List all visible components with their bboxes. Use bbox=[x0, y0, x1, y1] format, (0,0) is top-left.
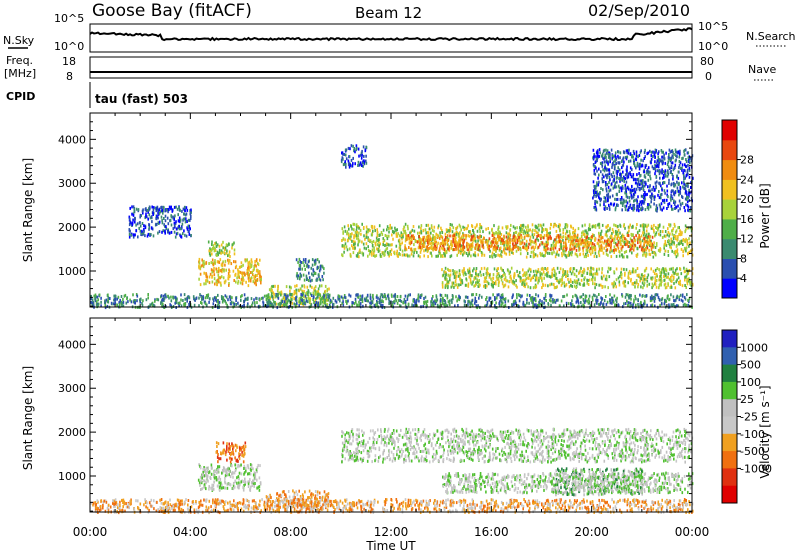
freq-tick-bottom: 8 bbox=[66, 70, 73, 83]
velocity-colorbar-label: Velocity [m s⁻¹] bbox=[758, 385, 772, 478]
nave-tick-bottom: 0 bbox=[705, 70, 712, 83]
power-colorbar-label: Power [dB] bbox=[758, 183, 772, 248]
y-tick-label: 4000 bbox=[58, 133, 86, 146]
station-title: Goose Bay (fitACF) bbox=[92, 1, 252, 21]
colorbar-swatch bbox=[722, 139, 737, 161]
velocity-colorbar: 1000 500 100 25 -25 -100 -500 -1000 bbox=[721, 329, 772, 504]
colorbar-tick-label: 100 bbox=[740, 376, 761, 389]
colorbar-swatch bbox=[722, 258, 737, 279]
cpid-label: CPID bbox=[6, 90, 35, 103]
y-tick-label: 2000 bbox=[58, 221, 86, 234]
colorbar-tick-label: -500 bbox=[740, 445, 765, 458]
y-tick-label: 4000 bbox=[58, 338, 86, 351]
colorbar-tick-label: 500 bbox=[740, 359, 761, 372]
colorbar-swatch bbox=[722, 120, 737, 141]
colorbar-swatch bbox=[722, 433, 737, 452]
velocity-panel: 1000 2000 3000 4000 00:00 04:00 08:00 12:00 16:0… bbox=[58, 317, 710, 539]
colorbar-frame bbox=[721, 119, 738, 299]
colorbar-tick-label: 16 bbox=[740, 213, 754, 226]
colorbar-swatch bbox=[722, 364, 737, 383]
colorbar-swatch bbox=[722, 451, 737, 469]
x-axis-label: Time UT bbox=[365, 539, 416, 553]
power-panel: 1000 2000 3000 4000 bbox=[58, 112, 694, 310]
echo-region-3 bbox=[295, 257, 325, 283]
beam-label: Beam 12 bbox=[355, 4, 422, 22]
nsky-trace bbox=[89, 27, 693, 42]
echo-region-6 bbox=[90, 498, 694, 515]
colorbar-swatch bbox=[722, 278, 737, 299]
echo-region-7 bbox=[90, 293, 693, 310]
echo-region-0 bbox=[198, 257, 262, 288]
nsearch-label: N.Search bbox=[746, 30, 796, 43]
colorbar-tick-label: -100 bbox=[740, 428, 765, 441]
x-tick-label: 00:00 bbox=[675, 525, 710, 539]
cpid-value: tau (fast) 503 bbox=[95, 92, 188, 106]
echo-region-6 bbox=[441, 266, 694, 290]
x-tick-label: 16:00 bbox=[474, 525, 509, 539]
colorbar-swatch bbox=[722, 381, 737, 400]
nave-tick-top: 80 bbox=[700, 55, 714, 68]
freq-label: Freq. bbox=[6, 54, 33, 67]
colorbar-swatch bbox=[722, 485, 737, 504]
colorbar-swatch bbox=[722, 330, 737, 348]
nsearch-tick-top: 10^5 bbox=[698, 20, 728, 33]
y-tick-label: 2000 bbox=[58, 426, 86, 439]
freq-unit: [MHz] bbox=[4, 67, 36, 80]
echo-region-8 bbox=[128, 205, 192, 239]
y-tick-label: 1000 bbox=[58, 265, 86, 278]
colorbar-swatch bbox=[722, 238, 737, 259]
echo-region-5 bbox=[404, 233, 655, 252]
colorbar-tick-label: 4 bbox=[740, 272, 747, 285]
y-tick-label: 1000 bbox=[58, 470, 86, 483]
y-tick-label: 3000 bbox=[58, 382, 86, 395]
nave-label: Nave bbox=[748, 63, 776, 76]
nsky-tick-top: 10^5 bbox=[54, 12, 84, 25]
colorbar-tick-label: 1000 bbox=[740, 341, 768, 354]
freq-strip-frame bbox=[89, 56, 693, 79]
colorbar-swatch bbox=[722, 179, 737, 200]
nsky-label: N.Sky bbox=[3, 34, 35, 47]
colorbar-swatch bbox=[722, 416, 737, 435]
freq-tick-top: 18 bbox=[62, 55, 76, 68]
colorbar-swatch bbox=[722, 159, 737, 180]
nsky-tick-bottom: 10^0 bbox=[54, 40, 84, 53]
colorbar-tick-label: -25 bbox=[740, 411, 758, 424]
colorbar-swatch bbox=[722, 468, 737, 487]
x-tick-label: 08:00 bbox=[273, 525, 308, 539]
echo-cells bbox=[90, 427, 694, 515]
y-tick-label: 3000 bbox=[58, 177, 86, 190]
colorbar-tick-label: 24 bbox=[740, 173, 754, 186]
echo-region-5 bbox=[442, 471, 694, 495]
colorbar-tick-label: 12 bbox=[740, 233, 754, 246]
colorbar-swatch bbox=[722, 199, 737, 220]
colorbar-tick-label: -1000 bbox=[740, 462, 772, 475]
echo-region-10 bbox=[592, 148, 694, 213]
echo-region-1 bbox=[207, 240, 236, 258]
x-tick-label: 04:00 bbox=[173, 525, 208, 539]
echo-region-3 bbox=[341, 427, 694, 464]
colorbar-tick-label: 28 bbox=[740, 154, 754, 167]
velocity-ylabel: Slant Range [km] bbox=[21, 366, 35, 470]
echo-region-1 bbox=[215, 441, 247, 464]
nsky-strip-frame bbox=[89, 23, 693, 53]
colorbar-tick-label: 25 bbox=[740, 393, 754, 406]
colorbar-tick-label: 20 bbox=[740, 193, 754, 206]
nsearch-tick-bottom: 10^0 bbox=[698, 40, 728, 53]
colorbar-swatch bbox=[722, 347, 737, 366]
date-label: 02/Sep/2010 bbox=[588, 1, 690, 20]
colorbar-swatch bbox=[722, 218, 737, 240]
echo-cells bbox=[90, 144, 694, 310]
x-tick-label: 12:00 bbox=[374, 525, 409, 539]
echo-region-0 bbox=[197, 463, 262, 492]
x-tick-label: 20:00 bbox=[574, 525, 609, 539]
echo-region-9 bbox=[340, 144, 368, 169]
colorbar-swatch bbox=[722, 399, 737, 417]
power-colorbar: 4 8 12 16 20 24 28 bbox=[721, 119, 754, 299]
colorbar-tick-label: 8 bbox=[740, 252, 747, 265]
power-ylabel: Slant Range [km] bbox=[21, 158, 35, 262]
x-tick-label: 00:00 bbox=[73, 525, 108, 539]
